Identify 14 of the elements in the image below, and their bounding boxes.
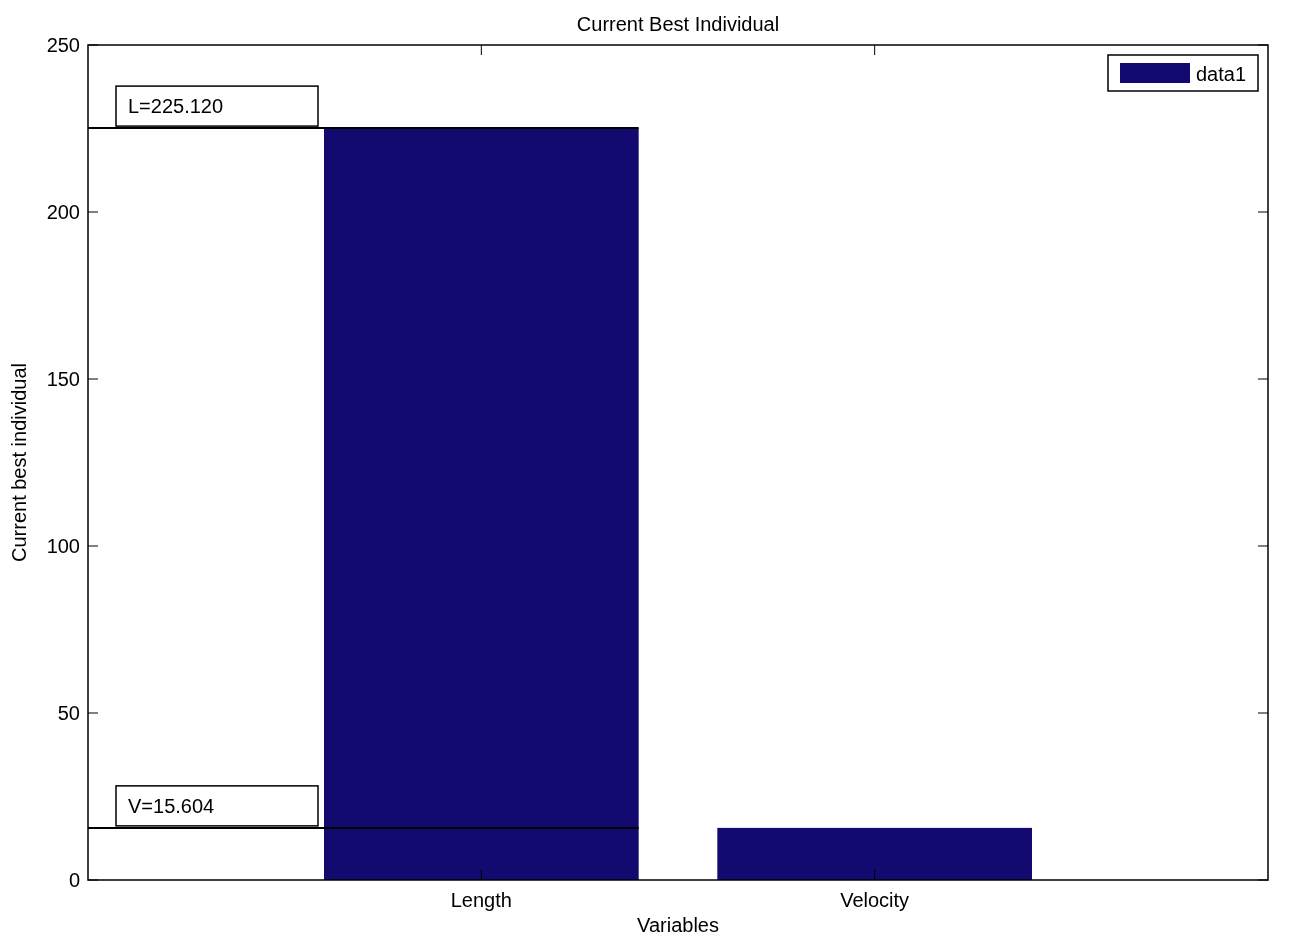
chart-title: Current Best Individual: [576, 13, 780, 35]
x-axis-title: Variables: [637, 914, 719, 936]
y-tick-label: 250: [46, 34, 80, 56]
y-axis-title: Current best individual: [8, 363, 30, 562]
y-tick-label: 200: [46, 201, 80, 223]
x-tick-label: Length: [450, 889, 512, 911]
x-tick-label: Velocity: [840, 889, 910, 911]
ref-line-label: L=225.120: [128, 95, 224, 118]
y-tick-label: 50: [57, 702, 80, 724]
y-tick-label: 150: [46, 368, 80, 390]
legend-label: data1: [1196, 63, 1247, 85]
y-tick-label: 0: [68, 869, 80, 891]
y-tick-label: 100: [46, 535, 80, 557]
ref-line-label: V=15.604: [128, 794, 215, 817]
